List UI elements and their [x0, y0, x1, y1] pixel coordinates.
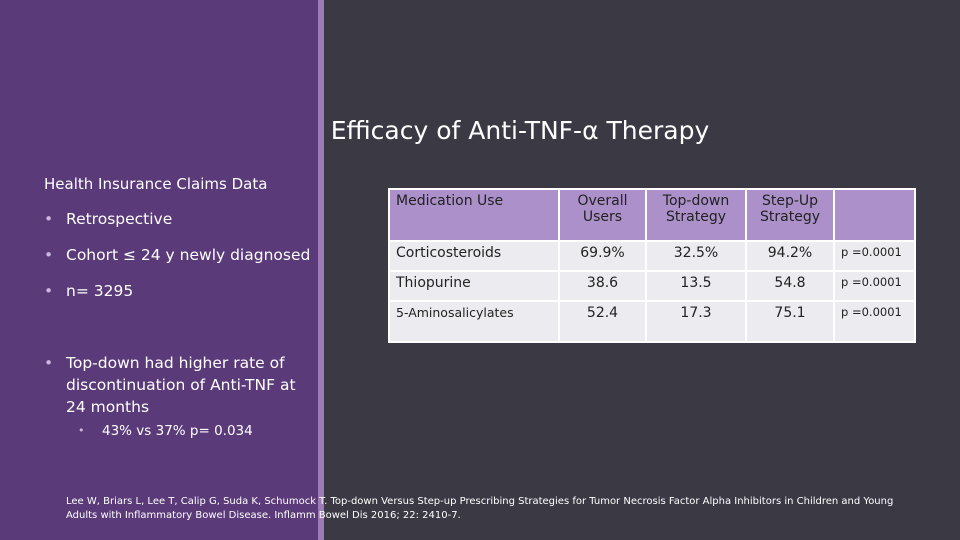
cell: 52.4: [558, 300, 647, 343]
cell: 32.5%: [645, 240, 747, 272]
bullet: Top-down had higher rate of discontinuat…: [44, 352, 314, 418]
table-row: Corticosteroids 69.9% 32.5% 94.2% p =0.0…: [388, 240, 916, 272]
header-cell: Medication Use: [388, 188, 560, 242]
side-panel: [0, 0, 318, 540]
cell: Corticosteroids: [388, 240, 560, 272]
cell: 13.5: [645, 270, 747, 302]
data-table: Medication Use Overall Users Top-down St…: [388, 188, 916, 343]
header-cell: [833, 188, 916, 242]
subtitle: Health Insurance Claims Data: [44, 175, 268, 193]
cell: 94.2%: [745, 240, 835, 272]
sub-bullet: 43% vs 37% p= 0.034: [78, 423, 253, 439]
header-cell: Step-Up Strategy: [745, 188, 835, 242]
cell: 5-Aminosalicylates: [388, 300, 560, 343]
cell: p =0.0001: [833, 270, 916, 302]
cell: 17.3: [645, 300, 747, 343]
cell: 69.9%: [558, 240, 647, 272]
cell: 54.8: [745, 270, 835, 302]
citation: Lee W, Briars L, Lee T, Calip G, Suda K,…: [66, 496, 894, 521]
accent-stripe: [318, 0, 324, 540]
cell: p =0.0001: [833, 240, 916, 272]
bullet: Cohort ≤ 24 y newly diagnosed: [44, 246, 314, 264]
bullet: Retrospective: [44, 210, 314, 228]
table-row: Thiopurine 38.6 13.5 54.8 p =0.0001: [388, 270, 916, 302]
table-row: 5-Aminosalicylates 52.4 17.3 75.1 p =0.0…: [388, 300, 916, 343]
bullet: n= 3295: [44, 282, 314, 300]
header-cell: Top-down Strategy: [645, 188, 747, 242]
cell: 38.6: [558, 270, 647, 302]
header-cell: Overall Users: [558, 188, 647, 242]
slide-title: Efficacy of Anti-TNF-α Therapy: [330, 116, 710, 145]
header-row: Medication Use Overall Users Top-down St…: [388, 188, 916, 242]
cell: 75.1: [745, 300, 835, 343]
cell: p =0.0001: [833, 300, 916, 343]
cell: Thiopurine: [388, 270, 560, 302]
